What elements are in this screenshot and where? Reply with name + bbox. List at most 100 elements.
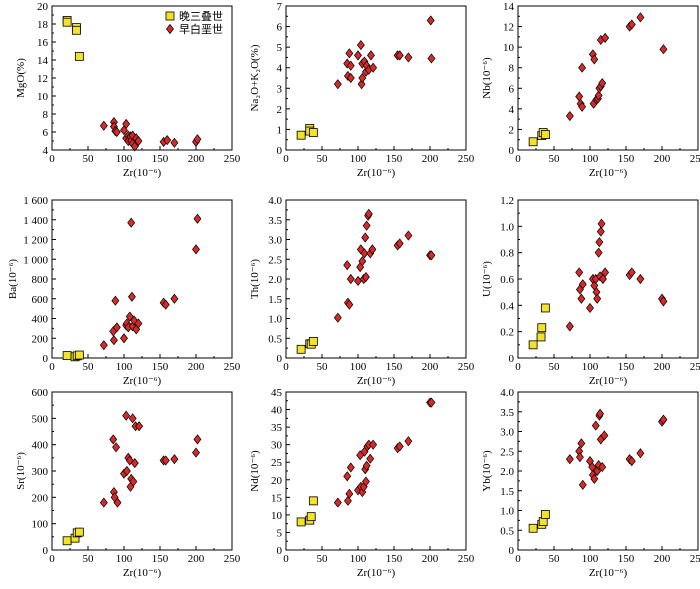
y-tick-label: 14: [37, 55, 49, 67]
data-point-diamond: [575, 267, 584, 278]
y-tick-label: 4: [43, 145, 49, 157]
data-point-diamond: [369, 62, 378, 73]
data-point-diamond: [346, 72, 355, 84]
x-tick-label: 250: [690, 361, 700, 373]
y-tick-label: 12: [37, 73, 48, 85]
data-point-diamond: [369, 439, 378, 450]
x-tick-label: 250: [690, 153, 700, 165]
y-tick-label: 1.0: [500, 506, 514, 518]
data-point-square: [62, 351, 72, 360]
chart-panel-2: 0 50 100 150 200 250 0 1 2 3 4 5 6 7 Zr(10⁻⁶) Na₂O+K₂O(…: [249, 1, 475, 179]
y-tick-label: 30: [271, 440, 283, 452]
data-point-diamond: [597, 218, 606, 229]
x-tick-label: 0: [49, 553, 55, 565]
x-tick-label: 150: [386, 361, 403, 373]
x-tick-label: 250: [458, 361, 475, 373]
data-point-diamond: [659, 44, 668, 55]
data-point-diamond: [364, 208, 373, 219]
y-tick-label: 1 200: [23, 235, 48, 247]
y-tick-label: 500: [32, 413, 49, 425]
x-tick-label: 250: [690, 553, 700, 565]
data-point-diamond: [575, 91, 584, 102]
y-tick-label: 3.5: [268, 215, 282, 227]
data-point-diamond: [362, 220, 371, 231]
data-point-diamond: [596, 408, 605, 419]
data-point-diamond: [122, 410, 131, 421]
x-tick-label: 150: [152, 361, 169, 373]
data-point-diamond: [192, 447, 200, 458]
data-point-diamond: [427, 397, 436, 408]
data-point-square: [74, 527, 84, 537]
data-point-diamond: [345, 48, 354, 59]
y-tick-label: 6: [509, 83, 515, 95]
x-tick-label: 50: [317, 553, 329, 565]
x-axis-label: Zr(10⁻⁶): [123, 567, 162, 579]
x-tick-label: 50: [83, 553, 95, 565]
y-tick-label: 3: [277, 83, 283, 95]
data-point-diamond: [161, 299, 170, 310]
x-tick-label: 150: [152, 553, 169, 565]
x-axis-label: Zr(10⁻⁶): [123, 375, 162, 387]
data-point-diamond: [358, 256, 367, 267]
x-tick-label: 100: [582, 153, 599, 165]
data-point-square: [308, 128, 318, 137]
data-point-diamond: [636, 448, 645, 459]
x-tick-label: 50: [549, 553, 561, 565]
data-point-diamond: [343, 495, 352, 506]
data-point-diamond: [577, 293, 586, 304]
y-tick-label: 16: [37, 37, 49, 49]
x-tick-label: 250: [458, 153, 475, 165]
x-tick-label: 0: [283, 553, 289, 565]
data-point-diamond: [163, 135, 172, 146]
y-tick-label: 100: [32, 519, 49, 531]
y-tick-label: 400: [32, 440, 49, 452]
y-tick-label: 40: [271, 405, 283, 417]
y-tick-label: 0.5: [268, 333, 282, 345]
y-tick-label: 600: [32, 294, 49, 306]
data-point-diamond: [128, 413, 137, 424]
data-point-diamond: [130, 458, 139, 469]
data-point-diamond: [366, 453, 375, 464]
x-axis-label: Zr(10⁻⁶): [589, 167, 628, 179]
data-point-diamond: [170, 454, 179, 465]
chart-panel-1: 0 50 100 150 200 250 4 6 8 10 12 14 16 18 20 Zr(10⁻⁶) Mg…: [15, 1, 241, 179]
data-point-diamond: [193, 134, 202, 145]
data-point-diamond: [192, 244, 200, 255]
y-tick-label: 10: [37, 91, 49, 103]
data-point-diamond: [99, 340, 108, 351]
data-point-square: [528, 137, 538, 147]
data-point-diamond: [565, 321, 574, 332]
data-point-square: [72, 25, 81, 35]
y-tick-label: 0: [277, 145, 283, 157]
data-point-diamond: [113, 497, 122, 508]
y-tick-label: 0: [509, 353, 515, 365]
data-point-diamond: [362, 460, 371, 471]
data-point-diamond: [345, 488, 354, 499]
data-point-diamond: [127, 217, 136, 228]
y-tick-label: 20: [271, 475, 283, 487]
data-point-diamond: [360, 248, 369, 259]
y-axis-label: U(10⁻⁶): [481, 261, 493, 297]
data-point-diamond: [596, 226, 605, 237]
data-point-diamond: [170, 137, 179, 148]
data-point-diamond: [333, 312, 342, 323]
data-point-diamond: [593, 293, 602, 304]
data-point-diamond: [627, 267, 636, 278]
data-point-diamond: [395, 238, 404, 249]
y-tick-label: 0.8: [500, 248, 514, 260]
x-tick-label: 200: [654, 553, 671, 565]
y-tick-label: 2: [509, 124, 515, 136]
x-axis-label: Zr(10⁻⁶): [357, 375, 396, 387]
y-tick-label: 1: [277, 124, 283, 136]
data-point-diamond: [427, 53, 436, 64]
y-tick-label: 4.0: [268, 195, 282, 207]
data-point-diamond: [578, 479, 587, 490]
data-point-diamond: [361, 232, 370, 243]
x-tick-label: 100: [350, 361, 367, 373]
y-tick-label: 10: [271, 510, 283, 522]
y-tick-label: 3.5: [500, 407, 514, 419]
data-point-diamond: [112, 126, 121, 138]
data-point-diamond: [600, 430, 609, 441]
x-tick-label: 200: [422, 361, 439, 373]
x-tick-label: 0: [515, 153, 521, 165]
